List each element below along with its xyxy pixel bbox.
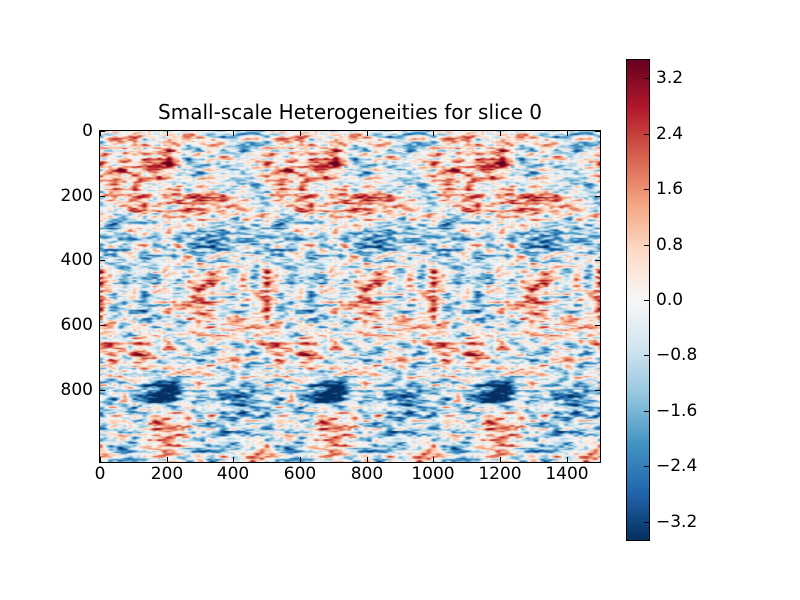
y-tick [100,196,105,197]
colorbar-tick [644,411,649,412]
colorbar-tick [644,78,649,79]
y-tick-label: 0 [82,121,93,141]
colorbar-tick [644,522,649,523]
y-tick-label: 200 [60,186,93,206]
colorbar-tick-label: 0.8 [656,235,684,255]
chart-title: Small-scale Heterogeneities for slice 0 [158,100,542,124]
x-tick-top [433,131,434,136]
colorbar-tick [644,245,649,246]
colorbar-tick [644,466,649,467]
colorbar-tick-label: −0.8 [656,345,698,365]
colorbar-tick [644,189,649,190]
y-tick [100,390,105,391]
colorbar-tick-label: 2.4 [656,124,684,144]
colorbar-tick-label: −3.2 [656,512,698,532]
x-tick-top [233,131,234,136]
x-tick-top [500,131,501,136]
x-tick-label: 800 [350,464,384,484]
y-tick-right [595,325,600,326]
x-tick-label: 200 [150,464,184,484]
colorbar-tick-label: 3.2 [656,68,684,88]
x-tick-label: 1400 [545,464,589,484]
heatmap-plot [99,130,601,463]
y-tick [100,131,105,132]
colorbar [626,59,650,541]
colorbar-tick [644,355,649,356]
heatmap-canvas [100,131,600,462]
x-tick-top [300,131,301,136]
x-tick-label: 400 [216,464,250,484]
y-tick-label: 600 [60,315,93,335]
x-tick [567,457,568,462]
y-tick [100,325,105,326]
colorbar-tick-label: −1.6 [656,401,698,421]
x-tick [233,457,234,462]
y-tick-right [595,196,600,197]
y-tick-label: 800 [60,380,93,400]
colorbar-tick-label: 1.6 [656,179,684,199]
x-tick [367,457,368,462]
colorbar-tick-label: −2.4 [656,456,698,476]
y-tick-right [595,260,600,261]
x-tick-label: 0 [94,464,106,484]
y-tick-label: 400 [60,250,93,270]
x-tick-label: 600 [283,464,317,484]
x-tick [300,457,301,462]
x-tick-top [367,131,368,136]
colorbar-tick [644,300,649,301]
x-tick [100,457,101,462]
x-tick-label: 1200 [478,464,522,484]
x-tick [500,457,501,462]
x-tick [433,457,434,462]
x-tick-top [167,131,168,136]
colorbar-tick-label: 0.0 [656,290,684,310]
y-tick-right [595,131,600,132]
x-tick-label: 1000 [411,464,455,484]
y-tick [100,260,105,261]
x-tick-top [100,131,101,136]
x-tick-top [567,131,568,136]
colorbar-tick [644,134,649,135]
y-tick-right [595,390,600,391]
x-tick [167,457,168,462]
